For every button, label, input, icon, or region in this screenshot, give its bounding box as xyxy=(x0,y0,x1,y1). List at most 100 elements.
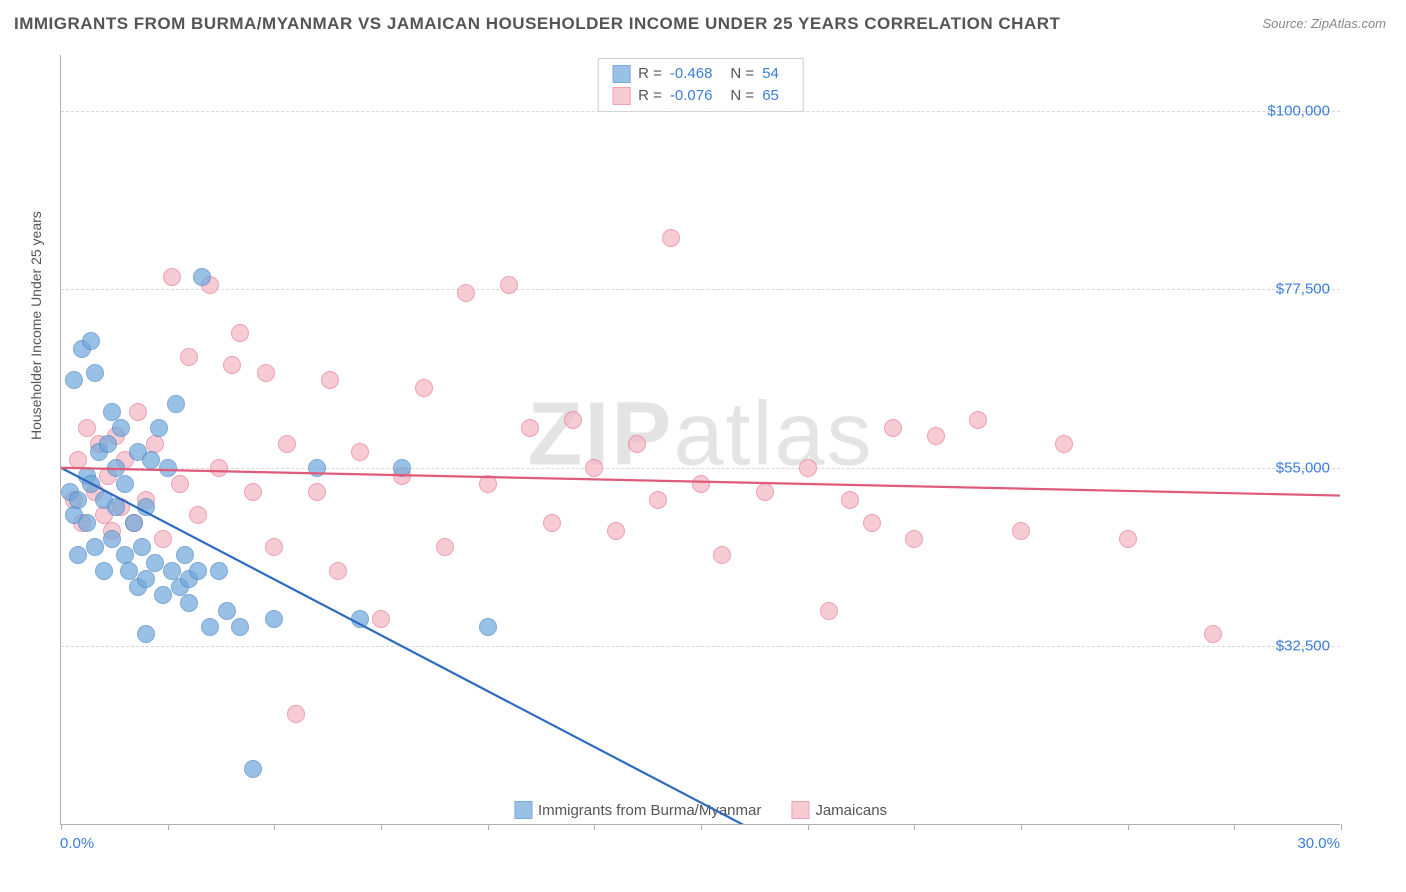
data-point xyxy=(607,522,625,540)
chart-title: IMMIGRANTS FROM BURMA/MYANMAR VS JAMAICA… xyxy=(14,14,1060,34)
correlation-stats-box: R = -0.468 N = 54 R = -0.076 N = 65 xyxy=(597,58,804,112)
data-point xyxy=(799,459,817,477)
data-point xyxy=(142,451,160,469)
legend-swatch-0 xyxy=(514,801,532,819)
data-point xyxy=(393,459,411,477)
x-tick xyxy=(168,824,169,830)
data-point xyxy=(649,491,667,509)
legend-item-0: Immigrants from Burma/Myanmar xyxy=(514,801,761,819)
data-point xyxy=(223,356,241,374)
data-point xyxy=(927,427,945,445)
data-point xyxy=(436,538,454,556)
data-point xyxy=(231,324,249,342)
swatch-series-1 xyxy=(612,87,630,105)
legend-label-0: Immigrants from Burma/Myanmar xyxy=(538,802,761,819)
gridline xyxy=(61,289,1340,290)
data-point xyxy=(713,546,731,564)
n-label: N = xyxy=(730,85,754,107)
data-point xyxy=(415,379,433,397)
x-tick xyxy=(594,824,595,830)
data-point xyxy=(969,411,987,429)
legend-swatch-1 xyxy=(791,801,809,819)
data-point xyxy=(692,475,710,493)
data-point xyxy=(129,403,147,421)
data-point xyxy=(308,459,326,477)
stats-row-series-1: R = -0.076 N = 65 xyxy=(612,85,789,107)
plot-area: ZIPatlas R = -0.468 N = 54 R = -0.076 N … xyxy=(60,55,1340,825)
data-point xyxy=(176,546,194,564)
data-point xyxy=(1204,625,1222,643)
y-tick-label: $32,500 xyxy=(1276,638,1330,655)
data-point xyxy=(201,618,219,636)
data-point xyxy=(265,538,283,556)
data-point xyxy=(244,483,262,501)
data-point xyxy=(662,229,680,247)
x-tick xyxy=(274,824,275,830)
data-point xyxy=(82,332,100,350)
r-value-1: -0.076 xyxy=(670,85,713,107)
data-point xyxy=(756,483,774,501)
data-point xyxy=(231,618,249,636)
data-point xyxy=(107,498,125,516)
n-label: N = xyxy=(730,63,754,85)
n-value-1: 65 xyxy=(762,85,779,107)
stats-row-series-0: R = -0.468 N = 54 xyxy=(612,63,789,85)
data-point xyxy=(372,610,390,628)
data-point xyxy=(500,276,518,294)
data-point xyxy=(163,268,181,286)
data-point xyxy=(137,498,155,516)
data-point xyxy=(863,514,881,532)
data-point xyxy=(82,475,100,493)
data-point xyxy=(905,530,923,548)
data-point xyxy=(543,514,561,532)
data-point xyxy=(150,419,168,437)
r-value-0: -0.468 xyxy=(670,63,713,85)
n-value-0: 54 xyxy=(762,63,779,85)
data-point xyxy=(265,610,283,628)
data-point xyxy=(1012,522,1030,540)
data-point xyxy=(125,514,143,532)
data-point xyxy=(457,284,475,302)
data-point xyxy=(78,514,96,532)
data-point xyxy=(210,459,228,477)
data-point xyxy=(278,435,296,453)
gridline xyxy=(61,646,1340,647)
data-point xyxy=(1055,435,1073,453)
data-point xyxy=(479,475,497,493)
data-point xyxy=(69,546,87,564)
y-tick-label: $55,000 xyxy=(1276,459,1330,476)
watermark: ZIPatlas xyxy=(527,383,873,486)
x-tick-min: 0.0% xyxy=(60,835,94,852)
data-point xyxy=(146,554,164,572)
legend-item-1: Jamaicans xyxy=(791,801,887,819)
data-point xyxy=(180,348,198,366)
x-tick xyxy=(1234,824,1235,830)
r-label: R = xyxy=(638,85,662,107)
x-tick xyxy=(61,824,62,830)
data-point xyxy=(103,530,121,548)
data-point xyxy=(99,435,117,453)
trend-lines xyxy=(61,55,1340,824)
data-point xyxy=(257,364,275,382)
data-point xyxy=(585,459,603,477)
data-point xyxy=(78,419,96,437)
data-point xyxy=(820,602,838,620)
data-point xyxy=(628,435,646,453)
data-point xyxy=(116,475,134,493)
gridline xyxy=(61,111,1340,112)
gridline xyxy=(61,468,1340,469)
source-attribution: Source: ZipAtlas.com xyxy=(1262,16,1386,31)
y-tick-label: $100,000 xyxy=(1267,102,1330,119)
data-point xyxy=(167,395,185,413)
data-point xyxy=(137,570,155,588)
data-point xyxy=(86,364,104,382)
data-point xyxy=(154,530,172,548)
data-point xyxy=(329,562,347,580)
data-point xyxy=(189,562,207,580)
data-point xyxy=(218,602,236,620)
data-point xyxy=(1119,530,1137,548)
data-point xyxy=(244,760,262,778)
data-point xyxy=(86,538,104,556)
x-tick xyxy=(1341,824,1342,830)
data-point xyxy=(171,475,189,493)
